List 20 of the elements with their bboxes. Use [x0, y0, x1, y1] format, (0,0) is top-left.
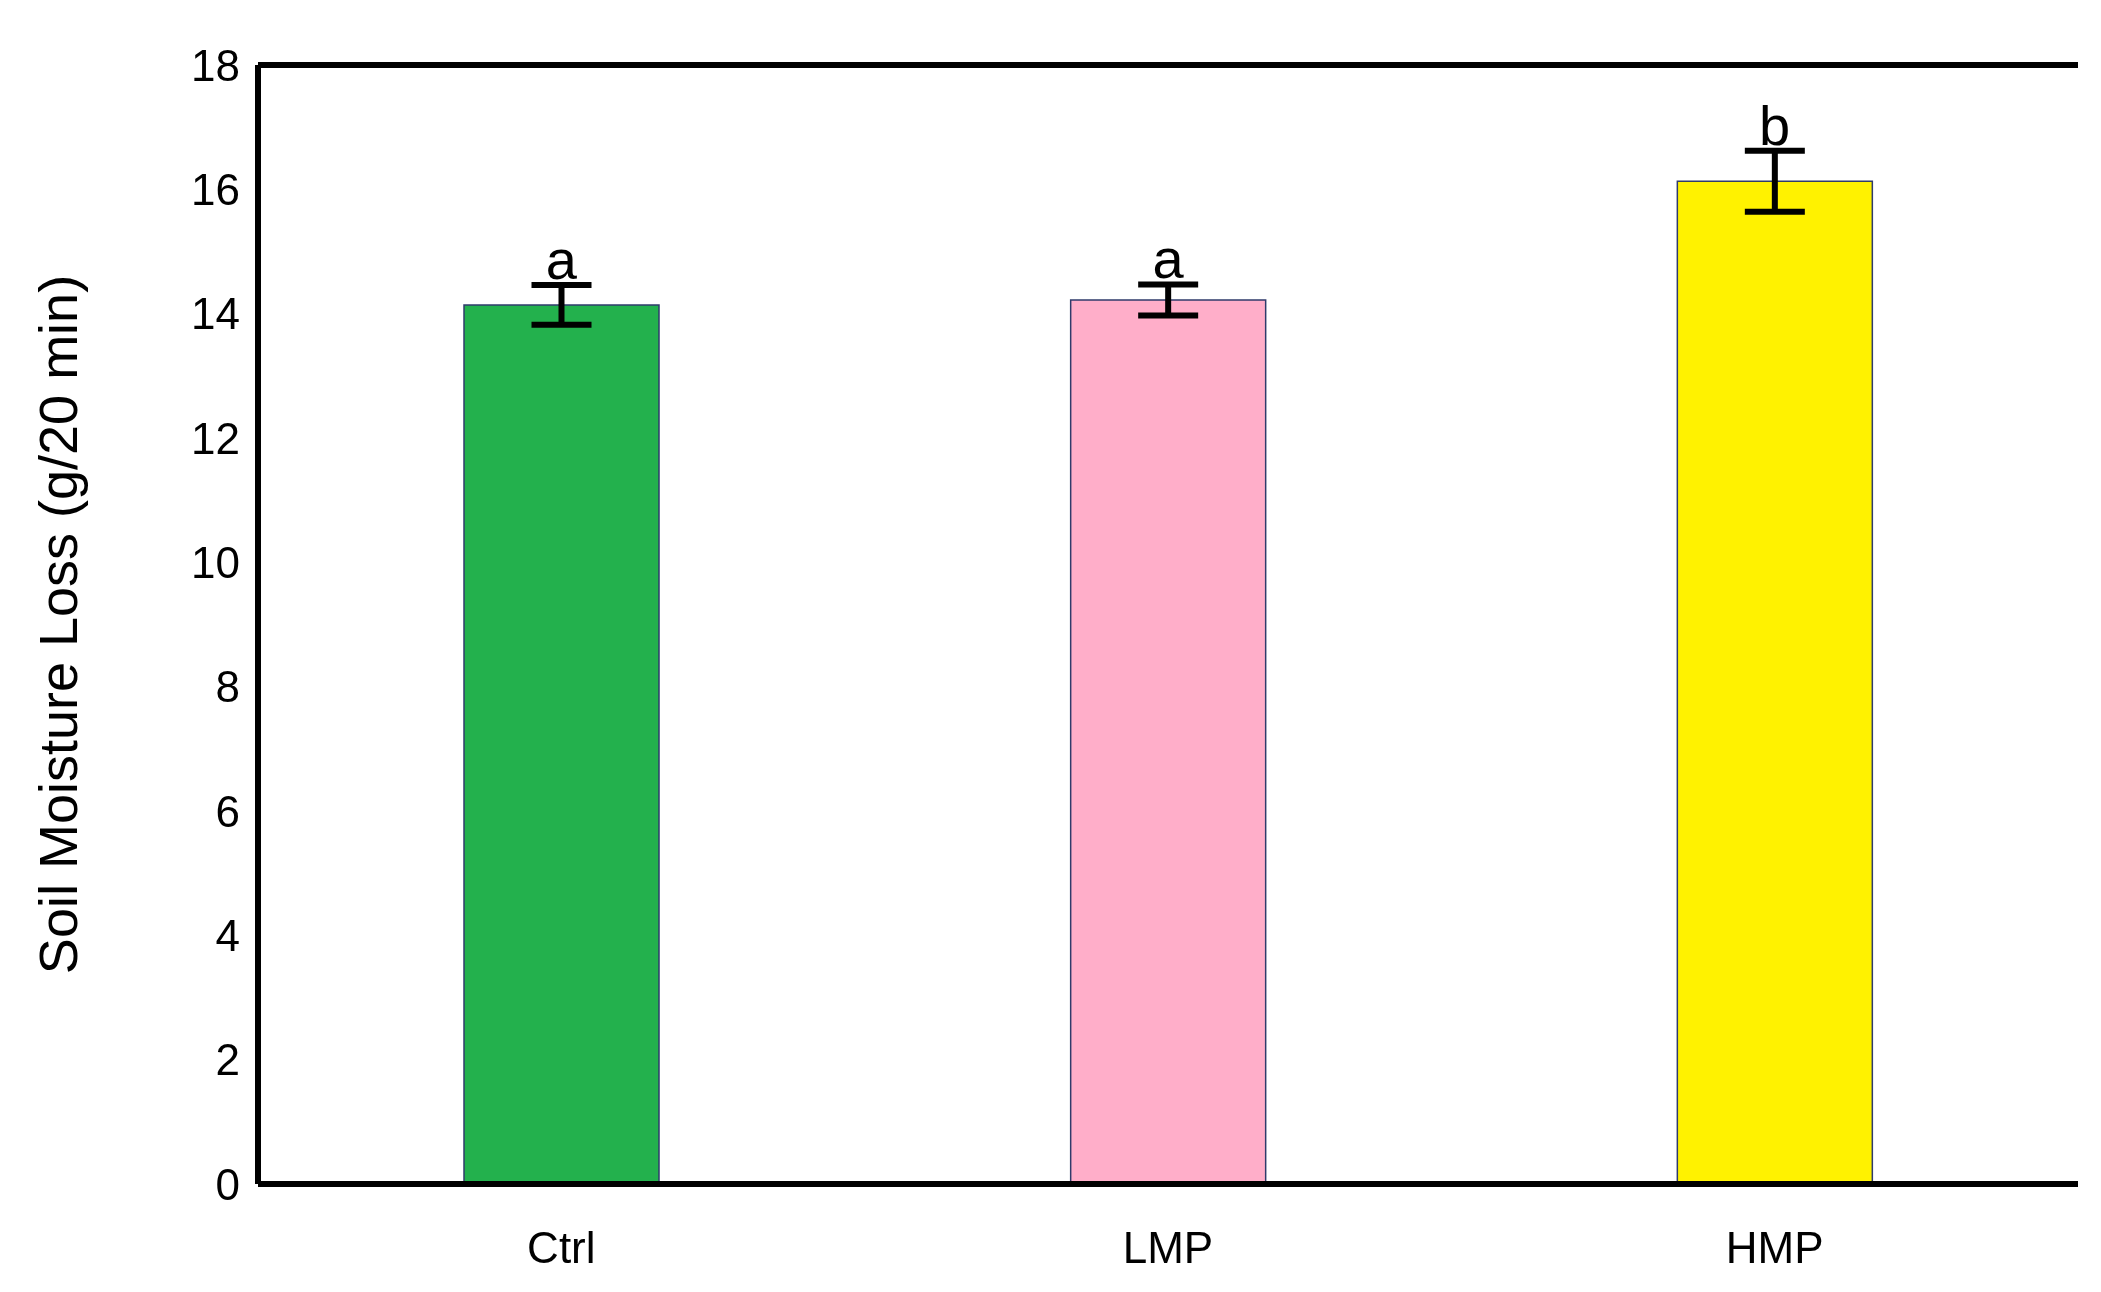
annotation: a: [545, 228, 578, 292]
annotation: b: [1759, 93, 1791, 157]
x-tick-label: LMP: [1122, 1223, 1214, 1273]
x-tick-label: HMP: [1725, 1223, 1824, 1273]
y-tick-label: 18: [191, 40, 240, 90]
y-axis-title: Soil Moisture Loss (g/20 min): [28, 274, 89, 975]
bar: [463, 304, 660, 1184]
y-tick-label: 14: [191, 289, 240, 339]
y-tick-label: 12: [191, 413, 240, 463]
y-tick-label: 6: [215, 786, 240, 836]
y-tick-label: 16: [191, 164, 240, 214]
y-tick-label: 10: [191, 537, 240, 587]
x-tick-label: Ctrl: [527, 1223, 596, 1273]
bar: [1676, 180, 1874, 1184]
annotation: a: [1152, 227, 1185, 291]
y-tick-label: 0: [215, 1159, 240, 1209]
y-tick-label: 4: [215, 910, 240, 960]
y-tick-label: 8: [215, 662, 240, 712]
y-tick-label: 2: [215, 1035, 240, 1085]
bar: [1069, 299, 1267, 1184]
